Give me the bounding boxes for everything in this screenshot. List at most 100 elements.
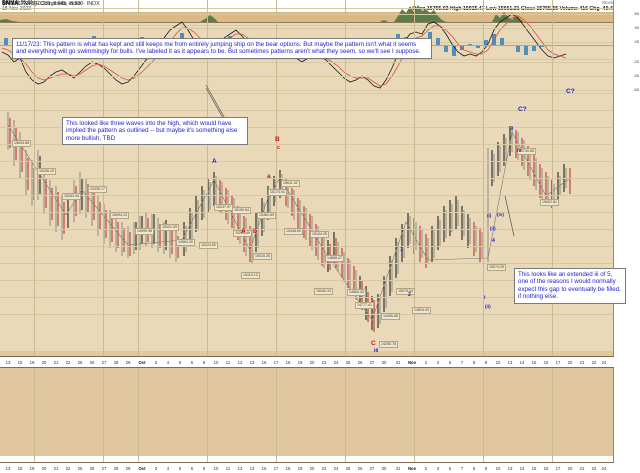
price-tag: 15150.84 xyxy=(232,207,251,214)
x-tick-month: Oct xyxy=(138,465,146,471)
wave-label: c xyxy=(277,145,280,151)
x-tick: 18 xyxy=(285,465,291,471)
x-tick: 12 xyxy=(237,465,243,471)
x-tick: 11 xyxy=(225,465,231,471)
symbol-ticker: $NYA xyxy=(2,0,19,7)
price-tag: 14964.30 xyxy=(176,239,195,246)
price-tag: 15263.94 xyxy=(62,193,81,200)
x-tick: 25 xyxy=(77,465,83,471)
price-tag: 15446.60 xyxy=(284,228,303,235)
callout-leader-line-2 xyxy=(504,195,515,237)
x-tick: 24 xyxy=(333,359,339,365)
price-tag: 14495.68 xyxy=(381,313,400,320)
wave-label: (iv) xyxy=(497,212,504,217)
x-tick: 22 xyxy=(591,465,597,471)
x-tick: 31 xyxy=(395,359,401,365)
x-tick: 8 xyxy=(472,359,476,365)
x-tick: 19 xyxy=(297,359,303,365)
x-tick: 18 xyxy=(285,359,291,365)
macd-ytick: -60 xyxy=(633,87,639,92)
x-axis-bottom: 13 15 19 20 21 22 25 26 27 28 29 Oct 3 4… xyxy=(0,462,614,473)
x-tick: 15 xyxy=(531,359,537,365)
x-tick: 16 xyxy=(543,359,549,365)
x-tick: 25 xyxy=(345,359,351,365)
price-tag: 15740.65 xyxy=(517,148,536,155)
x-tick: 27 xyxy=(101,465,107,471)
price-tag: 15094.23 xyxy=(110,212,129,219)
x-tick: 5 xyxy=(178,465,182,471)
x-tick: 22 xyxy=(65,465,71,471)
wave-label: a xyxy=(267,173,271,180)
x-tick: 24 xyxy=(601,359,607,365)
x-tick: 16 xyxy=(261,359,267,365)
x-tick: 2 xyxy=(424,359,428,365)
annotation-note-three-waves: This looked like three waves into the hi… xyxy=(62,117,248,146)
price-tag: 15224.62 xyxy=(199,242,218,249)
x-tick: 21 xyxy=(53,359,59,365)
x-tick: 7 xyxy=(460,465,464,471)
x-tick: 2 xyxy=(424,465,428,471)
x-tick: 22 xyxy=(65,359,71,365)
x-tick: 3 xyxy=(154,359,158,365)
wave-label: A xyxy=(241,228,246,235)
x-tick: 31 xyxy=(395,465,401,471)
annotation-note-extended: This looks like an extended iii of 5, on… xyxy=(514,268,626,304)
x-tick: 3 xyxy=(436,359,440,365)
symbol-description: NYSE Composite Index - INDX xyxy=(24,0,100,7)
price-tag: 15611.52 xyxy=(281,180,300,187)
x-tick: 13 xyxy=(5,465,11,471)
x-tick: 20 xyxy=(41,465,47,471)
price-tag: 15001.59 xyxy=(160,224,179,231)
x-tick: 26 xyxy=(357,465,363,471)
x-tick: 20 xyxy=(567,359,573,365)
x-tick: 29 xyxy=(125,359,131,365)
x-tick: 27 xyxy=(369,465,375,471)
x-tick: 13 xyxy=(249,465,255,471)
x-tick-month: Oct xyxy=(138,359,146,365)
x-tick: 9 xyxy=(202,359,206,365)
x-tick: 30 xyxy=(381,359,387,365)
x-tick: 23 xyxy=(321,465,327,471)
x-tick-month: Nov xyxy=(407,359,417,365)
x-tick: 13 xyxy=(507,465,513,471)
price-tag: 15602.61 xyxy=(540,199,559,206)
x-tick: 19 xyxy=(29,359,35,365)
price-tag: 15290.49 xyxy=(233,230,252,237)
x-tick: 11 xyxy=(225,359,231,365)
price-tag: 15462.69 xyxy=(257,212,276,219)
price-tag: 15438.29 xyxy=(37,168,56,175)
wave-label: iii xyxy=(509,126,514,132)
wave-label: B xyxy=(275,136,280,143)
x-tick: 20 xyxy=(41,359,47,365)
macd-ytick: -40 xyxy=(633,73,639,78)
x-tick: 25 xyxy=(77,359,83,365)
x-axis-top: 13 15 19 20 21 22 25 26 27 28 29 Oct 3 4… xyxy=(0,356,614,368)
wave-label: 2 xyxy=(408,292,411,298)
wave-label: b xyxy=(253,228,257,235)
x-tick: 5 xyxy=(178,359,182,365)
x-tick: 15 xyxy=(531,465,537,471)
x-tick: 17 xyxy=(273,359,279,365)
x-tick: 22 xyxy=(591,359,597,365)
price-tag: 15634.68 xyxy=(12,140,31,147)
x-tick: 16 xyxy=(543,465,549,471)
x-tick: 7 xyxy=(460,359,464,365)
wave-label: C? xyxy=(566,88,575,95)
x-tick: 21 xyxy=(579,465,585,471)
x-tick: 19 xyxy=(29,465,35,471)
wave-label: iv xyxy=(517,148,522,154)
x-tick: 15 xyxy=(17,359,23,365)
x-tick: 30 xyxy=(381,465,387,471)
macd-ytick: -20 xyxy=(633,59,639,64)
x-tick: 24 xyxy=(333,465,339,471)
macd-yaxis: 60 40 20 -20 -40 -60 xyxy=(613,0,640,473)
macd-label: MACD(12,26,9) 0.331, 8.643, -8.330 xyxy=(2,1,83,7)
price-tag: 14255.78 xyxy=(379,341,398,348)
price-tag: 15075.54 xyxy=(396,288,415,295)
rsi-label: RSI(14) 55.11 xyxy=(2,0,33,6)
x-tick: 17 xyxy=(555,359,561,365)
x-tick: 17 xyxy=(555,465,561,471)
wave-label: (ii) xyxy=(490,226,496,231)
wave-label: 4 xyxy=(492,238,495,244)
